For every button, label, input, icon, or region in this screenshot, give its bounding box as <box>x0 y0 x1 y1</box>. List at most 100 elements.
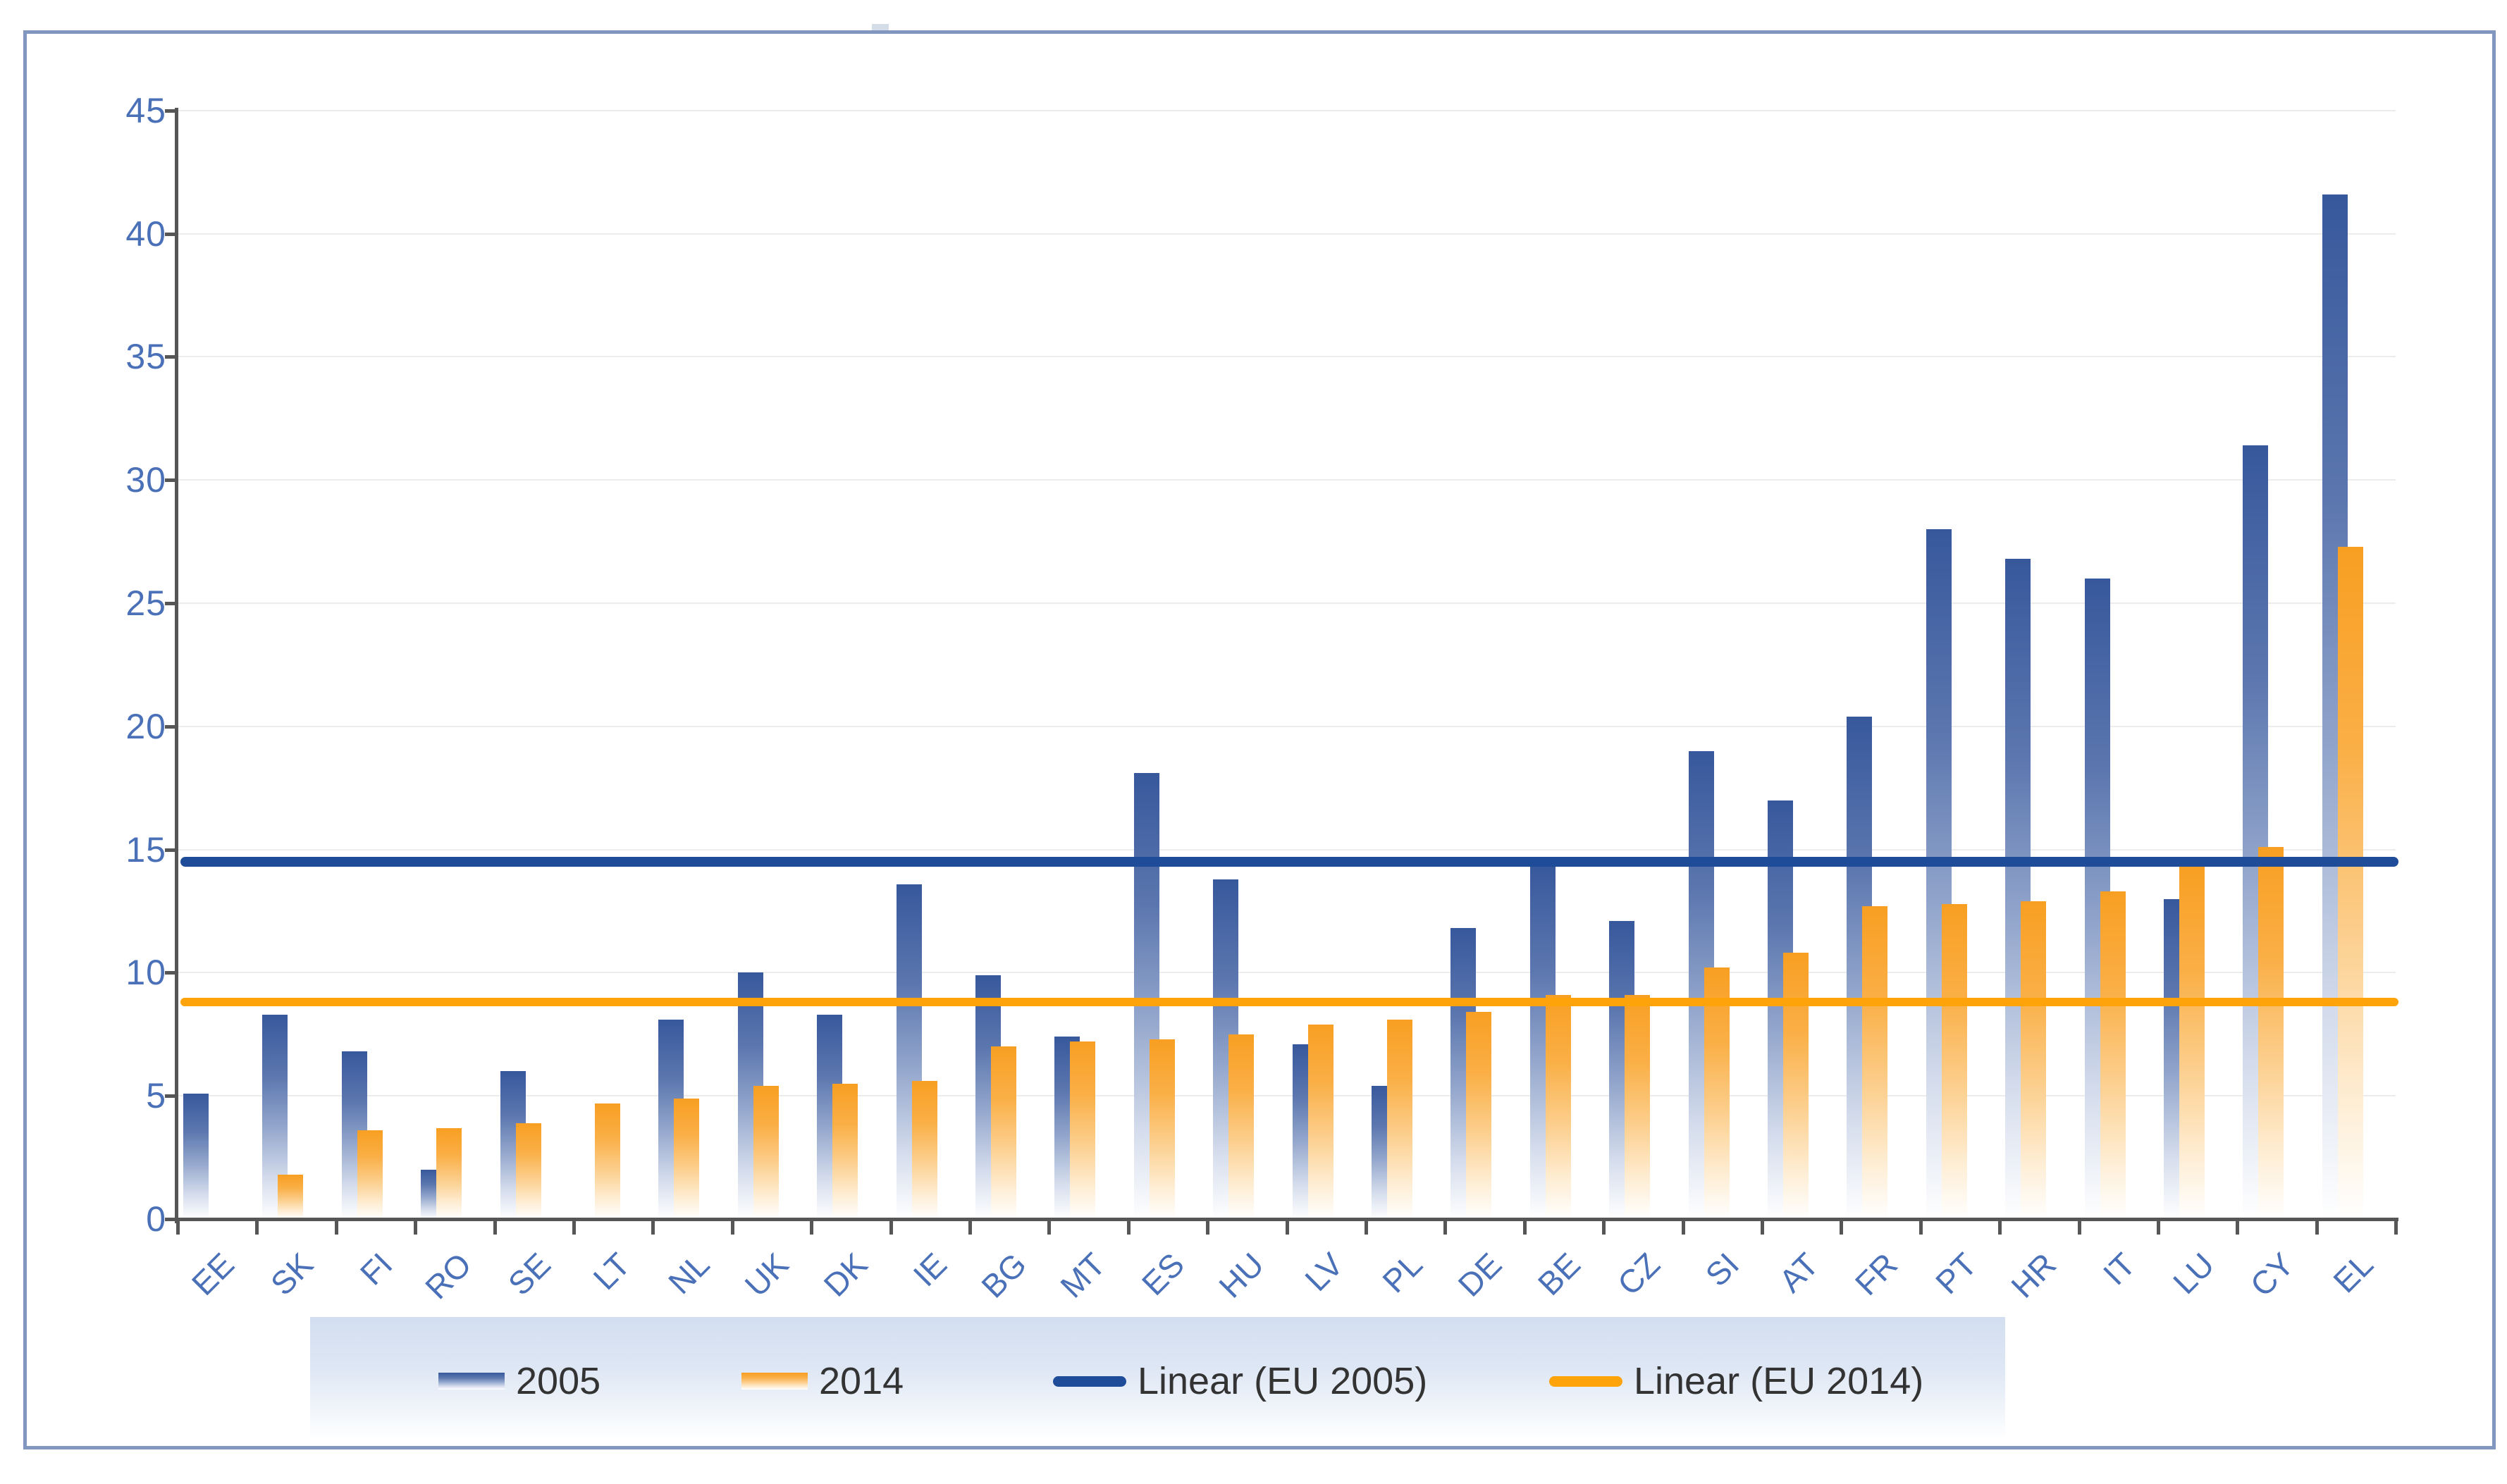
legend-label: 2014 <box>819 1360 904 1402</box>
x-axis-tick <box>1681 1219 1685 1235</box>
y-axis-tick <box>165 232 178 236</box>
x-axis-tick <box>810 1219 814 1235</box>
y-axis-tick <box>165 1218 178 1221</box>
x-axis-tick <box>2157 1219 2160 1235</box>
x-axis-tick <box>255 1219 259 1235</box>
x-axis-tick <box>1602 1219 1606 1235</box>
x-axis-tick <box>572 1219 576 1235</box>
y-axis-label: 0 <box>146 1199 166 1239</box>
bar-2014-BE[interactable] <box>1545 994 1571 1219</box>
y-axis-tick <box>165 848 178 852</box>
bar-2014-MT[interactable] <box>1070 1041 1096 1219</box>
y-axis-tick <box>165 109 178 113</box>
bar-2014-PT[interactable] <box>1941 903 1967 1219</box>
bar-2014-LU[interactable] <box>2179 864 2205 1219</box>
y-axis-label: 5 <box>146 1076 166 1116</box>
legend-label: Linear (EU 2014) <box>1634 1360 1924 1402</box>
x-axis-tick <box>2315 1219 2319 1235</box>
x-axis-tick <box>1443 1219 1448 1235</box>
legend-swatch-linear-2005-line-icon <box>1053 1375 1126 1387</box>
gridline <box>178 602 2396 604</box>
legend-swatch-linear-2014-line-icon <box>1549 1375 1622 1387</box>
bar-2014-NL[interactable] <box>674 1098 700 1219</box>
gridline <box>178 1095 2396 1097</box>
gridline <box>178 725 2396 727</box>
x-axis-tick <box>2077 1219 2081 1235</box>
x-axis-tick <box>651 1219 655 1235</box>
bar-2014-HU[interactable] <box>1228 1034 1255 1219</box>
legend-item-2005[interactable]: 2005 <box>438 1362 600 1400</box>
bar-2014-CZ[interactable] <box>1625 994 1651 1219</box>
bar-2014-DK[interactable] <box>832 1083 858 1219</box>
y-axis-tick <box>165 355 178 359</box>
y-axis-tick <box>165 1094 178 1099</box>
bar-2014-LT[interactable] <box>595 1103 620 1219</box>
x-axis-tick <box>1206 1219 1210 1235</box>
bar-2014-HR[interactable] <box>2021 901 2047 1219</box>
legend-item-linear-eu-2014[interactable]: Linear (EU 2014) <box>1549 1362 1923 1400</box>
legend-label: Linear (EU 2005) <box>1138 1360 1428 1402</box>
bar-2014-RO[interactable] <box>436 1127 462 1219</box>
x-axis-tick <box>968 1219 972 1235</box>
bar-2014-SE[interactable] <box>515 1123 541 1219</box>
gridline <box>178 972 2396 974</box>
y-axis-label: 40 <box>125 214 166 254</box>
y-axis-tick <box>165 602 178 605</box>
gridline <box>178 848 2396 851</box>
y-axis-label: 35 <box>125 337 166 377</box>
x-axis <box>173 1218 2399 1221</box>
figure-border <box>23 30 2496 1449</box>
x-axis-tick <box>176 1219 180 1235</box>
x-axis-tick <box>1998 1219 2002 1235</box>
bar-2014-DE[interactable] <box>1466 1012 1492 1219</box>
bar-2014-EL[interactable] <box>2337 546 2363 1219</box>
x-axis-tick <box>1918 1219 1923 1235</box>
y-axis-label: 25 <box>125 583 166 623</box>
legend-swatch-2005-bar-icon <box>438 1373 505 1390</box>
x-axis-tick <box>1761 1219 1764 1235</box>
legend-item-linear-eu-2005[interactable]: Linear (EU 2005) <box>1053 1362 1427 1400</box>
y-axis-label: 45 <box>125 90 166 130</box>
bar-2014-LV[interactable] <box>1307 1024 1333 1219</box>
bar-2014-UK[interactable] <box>753 1086 779 1219</box>
gridline <box>178 356 2396 358</box>
legend-label: 2005 <box>516 1360 601 1402</box>
bar-2014-PL[interactable] <box>1387 1019 1412 1219</box>
y-axis <box>175 107 178 1223</box>
bar-2014-FI[interactable] <box>357 1130 383 1219</box>
x-axis-tick <box>2394 1219 2398 1235</box>
gridline <box>178 109 2396 111</box>
bar-2014-ES[interactable] <box>1149 1039 1175 1219</box>
y-axis-tick <box>165 971 178 975</box>
bar-2005-EE[interactable] <box>183 1093 209 1219</box>
bar-2014-BG[interactable] <box>991 1046 1016 1219</box>
legend <box>310 1317 2005 1440</box>
trend-line-2014[interactable] <box>180 998 2399 1007</box>
x-axis-tick <box>1047 1219 1052 1235</box>
x-axis-tick <box>1365 1219 1368 1235</box>
bar-2014-FR[interactable] <box>1862 906 1888 1219</box>
y-axis-tick <box>165 724 178 729</box>
x-axis-tick <box>1126 1219 1131 1235</box>
bar-2014-IT[interactable] <box>2100 891 2126 1219</box>
bar-2014-SK[interactable] <box>278 1175 304 1219</box>
y-axis-label: 10 <box>125 953 166 993</box>
y-axis-tick <box>165 478 178 483</box>
bar-2014-SI[interactable] <box>1704 967 1730 1219</box>
resize-handle-artifact <box>872 24 889 30</box>
y-axis-label: 30 <box>125 460 166 500</box>
x-axis-tick <box>493 1219 497 1235</box>
bar-2014-AT[interactable] <box>1783 953 1809 1219</box>
gridline <box>178 233 2396 235</box>
bar-2014-IE[interactable] <box>911 1081 937 1219</box>
legend-item-2014[interactable]: 2014 <box>741 1362 904 1400</box>
x-axis-tick <box>334 1219 338 1235</box>
y-axis-label: 20 <box>125 706 166 746</box>
y-axis-label: 15 <box>125 829 166 870</box>
x-axis-tick <box>1285 1219 1289 1235</box>
trend-line-2005[interactable] <box>180 857 2399 867</box>
x-axis-tick <box>1522 1219 1527 1235</box>
legend-swatch-2014-bar-icon <box>741 1373 808 1390</box>
bar-2014-CY[interactable] <box>2258 847 2284 1219</box>
